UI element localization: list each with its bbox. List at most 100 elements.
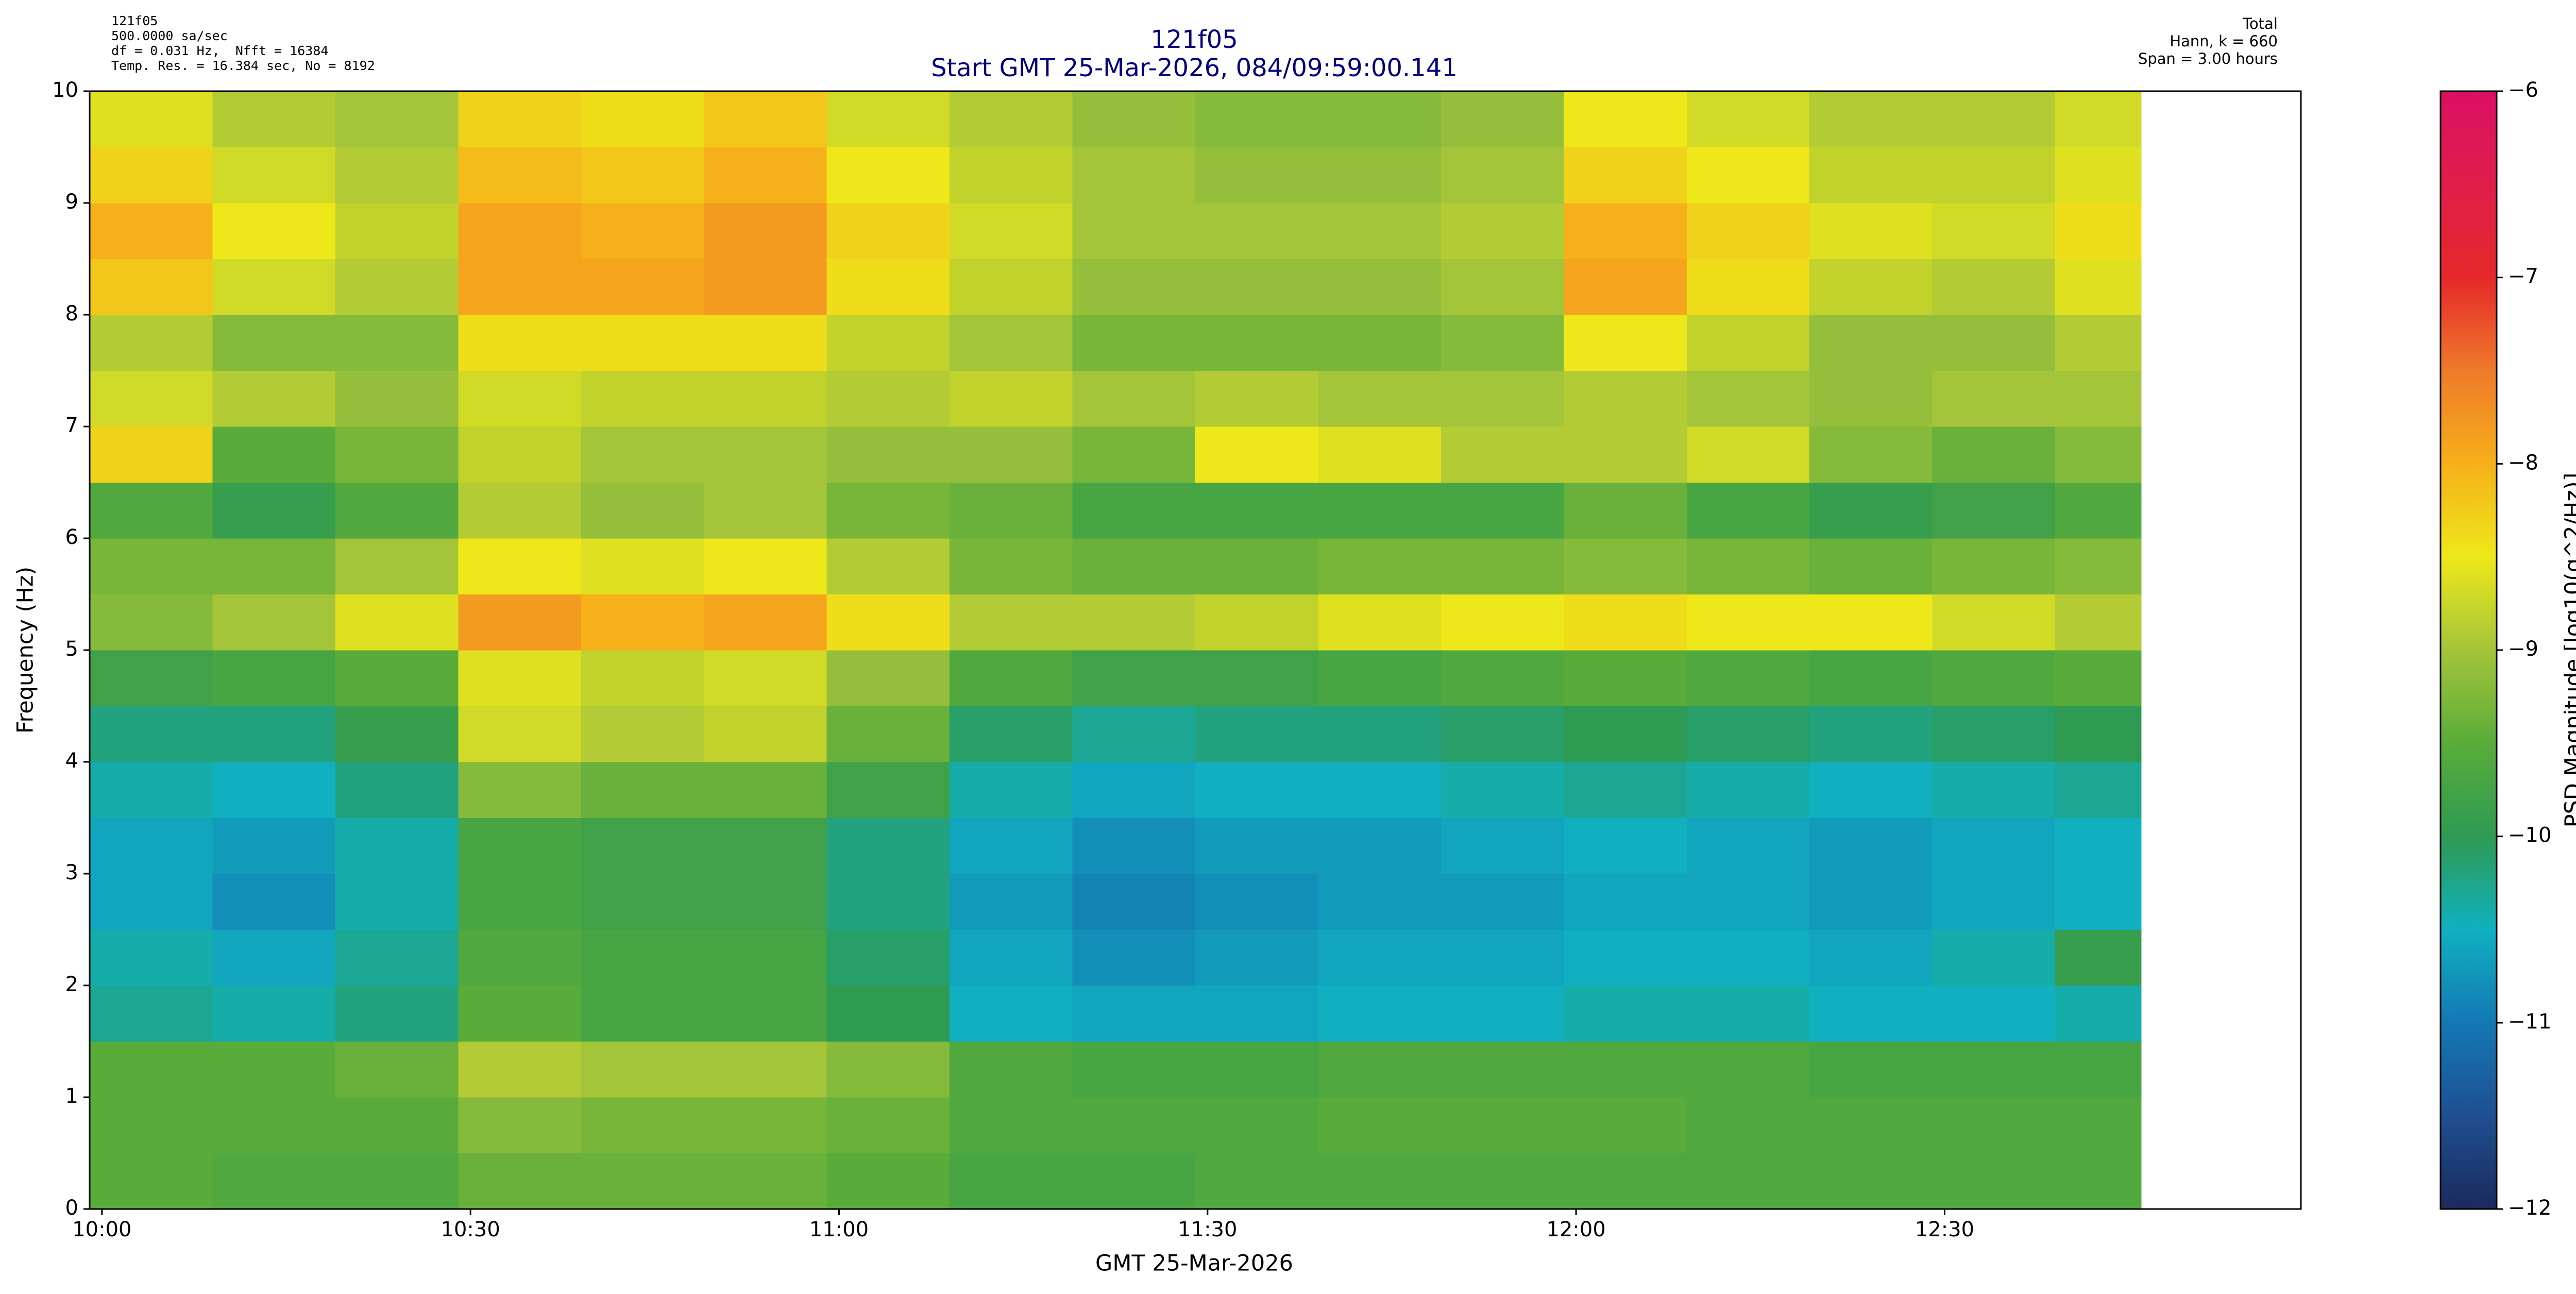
heatmap-cell [212,482,336,539]
heatmap-cell [581,427,704,483]
y-tick-label: 3 [65,861,78,884]
heatmap-cell [2055,929,2142,986]
heatmap-cell [1195,706,1318,762]
heatmap-cell [1809,147,1933,203]
heatmap-cell [212,91,336,147]
heatmap-cell [2055,762,2142,818]
heatmap-cell [1809,538,1933,594]
heatmap-cell [458,370,582,427]
heatmap-cell [1318,91,1442,147]
heatmap-cell [1072,315,1196,371]
heatmap-cell [1072,594,1196,651]
heatmap-cell [1440,91,1564,147]
info-text: Span = 3.00 hours [2138,50,2278,67]
heatmap-cell [1686,370,1810,427]
colorbar-tick-label: −7 [2508,265,2538,288]
heatmap-cell [1809,874,1933,930]
heatmap-cell [1072,985,1196,1042]
heatmap-cell [335,203,459,259]
heatmap-cell [581,538,704,594]
heatmap-cell [1686,1097,1810,1153]
heatmap-cell [1195,985,1318,1042]
heatmap-cell [826,985,950,1042]
heatmap-cell [704,427,827,483]
heatmap-cell [1318,1041,1442,1098]
heatmap-cell [826,482,950,539]
heatmap-cell [1072,147,1196,203]
y-tick-label: 5 [65,637,78,661]
heatmap-cell [1932,985,2056,1042]
heatmap-cell [1564,482,1687,539]
heatmap-cell [1564,203,1687,259]
colorbar-tick-label: −8 [2508,451,2538,474]
heatmap-cell [1440,1041,1564,1098]
heatmap-cell [950,1153,1073,1210]
heatmap-cell [1072,762,1196,818]
heatmap-cell [1318,818,1442,874]
heatmap-cell [1440,874,1564,930]
heatmap-cell [90,650,213,706]
heatmap-cell [1932,370,2056,427]
heatmap-cell [826,1097,950,1153]
heatmap [90,91,2142,1210]
heatmap-cell [1809,315,1933,371]
heatmap-cell [704,259,827,315]
heatmap-cell [1932,427,2056,483]
heatmap-cell [458,929,582,986]
heatmap-cell [1686,538,1810,594]
heatmap-cell [1195,370,1318,427]
heatmap-cell [581,1153,704,1210]
colorbar-tick-label: −9 [2508,637,2538,661]
heatmap-cell [1195,929,1318,986]
heatmap-cell [90,482,213,539]
heatmap-cell [212,315,336,371]
heatmap-cell [335,91,459,147]
colorbar-tick-label: −6 [2508,78,2538,102]
heatmap-cell [1686,482,1810,539]
heatmap-cell [1195,594,1318,651]
heatmap-cell [90,818,213,874]
heatmap-cell [1318,538,1442,594]
heatmap-cell [1932,762,2056,818]
heatmap-cell [1686,203,1810,259]
heatmap-cell [1195,650,1318,706]
heatmap-cell [1809,985,1933,1042]
heatmap-cell [826,147,950,203]
heatmap-cell [1072,874,1196,930]
heatmap-cell [1809,482,1933,539]
heatmap-cell [1932,482,2056,539]
heatmap-cell [1686,315,1810,371]
heatmap-cell [212,538,336,594]
y-tick-label: 9 [65,190,78,214]
heatmap-cell [90,985,213,1042]
heatmap-cell [1195,203,1318,259]
heatmap-cell [704,1153,827,1210]
heatmap-cell [1564,1153,1687,1210]
heatmap-cell [335,706,459,762]
heatmap-cell [1564,1097,1687,1153]
heatmap-cell [704,818,827,874]
heatmap-cell [1072,706,1196,762]
heatmap-cell [212,650,336,706]
heatmap-cell [90,315,213,371]
colorbar-tick-label: −10 [2508,824,2551,847]
heatmap-cell [826,203,950,259]
heatmap-cell [2055,91,2142,147]
heatmap-cell [704,1041,827,1098]
heatmap-cell [1564,1041,1687,1098]
heatmap-cell [1809,427,1933,483]
heatmap-cell [1195,762,1318,818]
heatmap-cell [950,147,1073,203]
heatmap-cell [90,1153,213,1210]
heatmap-cell [458,1097,582,1153]
heatmap-cell [1072,1097,1196,1153]
chart-title: 121f05 [1150,25,1238,54]
heatmap-cell [581,203,704,259]
heatmap-cell [1564,985,1687,1042]
colorbar [2439,90,2498,1210]
heatmap-cell [90,203,213,259]
heatmap-cell [2055,706,2142,762]
heatmap-cell [1686,1041,1810,1098]
heatmap-cell [1440,482,1564,539]
